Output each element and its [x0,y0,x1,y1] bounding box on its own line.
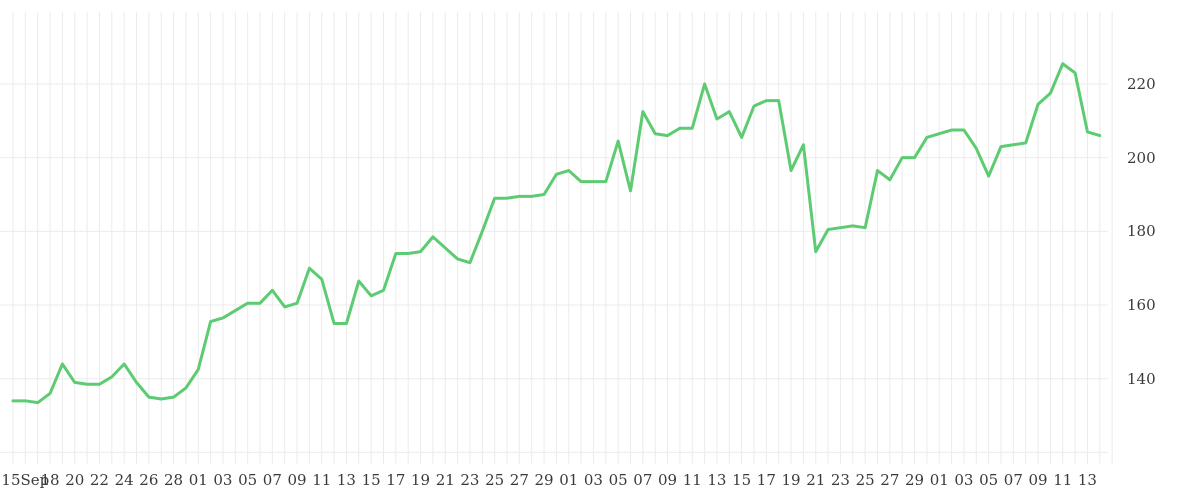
y-axis-label: 220 [1127,75,1156,93]
x-axis-label: 15 [732,471,752,489]
x-axis-label: 25 [485,471,505,489]
x-axis-label: 26 [139,471,159,489]
x-axis-label: 22 [89,471,109,489]
x-axis-label: 09 [658,471,678,489]
y-axis-label: 200 [1127,148,1156,167]
vertical-gridlines [12,12,1113,464]
x-axis-label: 05 [979,471,999,489]
x-axis-label: 27 [880,471,900,489]
x-axis-label: 27 [509,471,529,489]
x-axis-label: 03 [213,471,233,489]
x-axis-label: 09 [1028,471,1048,489]
x-axis-label: 13 [1077,471,1097,489]
y-axis-label: 140 [1127,369,1156,388]
x-axis-label: 01 [929,471,949,489]
x-axis-label: 13 [707,471,727,489]
x-axis-label: 25 [855,471,875,489]
horizontal-gridlines [0,83,1108,453]
x-axis-label: 19 [781,471,801,489]
x-axis-label: 23 [830,471,850,489]
x-axis-label: 29 [534,471,554,489]
x-axis-label: 11 [312,471,332,489]
x-axis-label: 21 [806,471,826,489]
price-line [11,62,1102,405]
x-axis-label: 11 [1053,471,1073,489]
x-axis-label: 23 [460,471,480,489]
x-axis-label: 17 [756,471,776,489]
x-axis-label: 07 [633,471,653,489]
x-axis-label: 13 [336,471,356,489]
x-axis-label: 01 [559,471,579,489]
x-axis-label: 07 [1003,471,1023,489]
x-axis-label: 01 [188,471,208,489]
x-axis-label: 29 [905,471,925,489]
x-axis-label: 17 [386,471,406,489]
x-axis-label: 05 [608,471,628,489]
x-axis-label: 09 [287,471,307,489]
y-axis-label: 180 [1127,222,1156,241]
x-axis-label: 07 [262,471,282,489]
x-axis-label: 05 [238,471,258,489]
x-axis-label: 28 [164,471,184,489]
x-axis-label: 15 [361,471,381,489]
x-axis-label: 20 [65,471,85,489]
x-axis-label: 03 [954,471,974,489]
x-axis-label: 18 [40,471,60,489]
y-axis-label: 160 [1127,296,1156,315]
x-axis-label: 11 [682,471,702,489]
x-axis-label: 24 [114,471,134,489]
x-axis-label: 15Sep [1,471,50,489]
x-axis-label: 21 [435,471,455,489]
x-axis-label: 19 [411,471,431,489]
x-axis-label: 03 [583,471,603,489]
